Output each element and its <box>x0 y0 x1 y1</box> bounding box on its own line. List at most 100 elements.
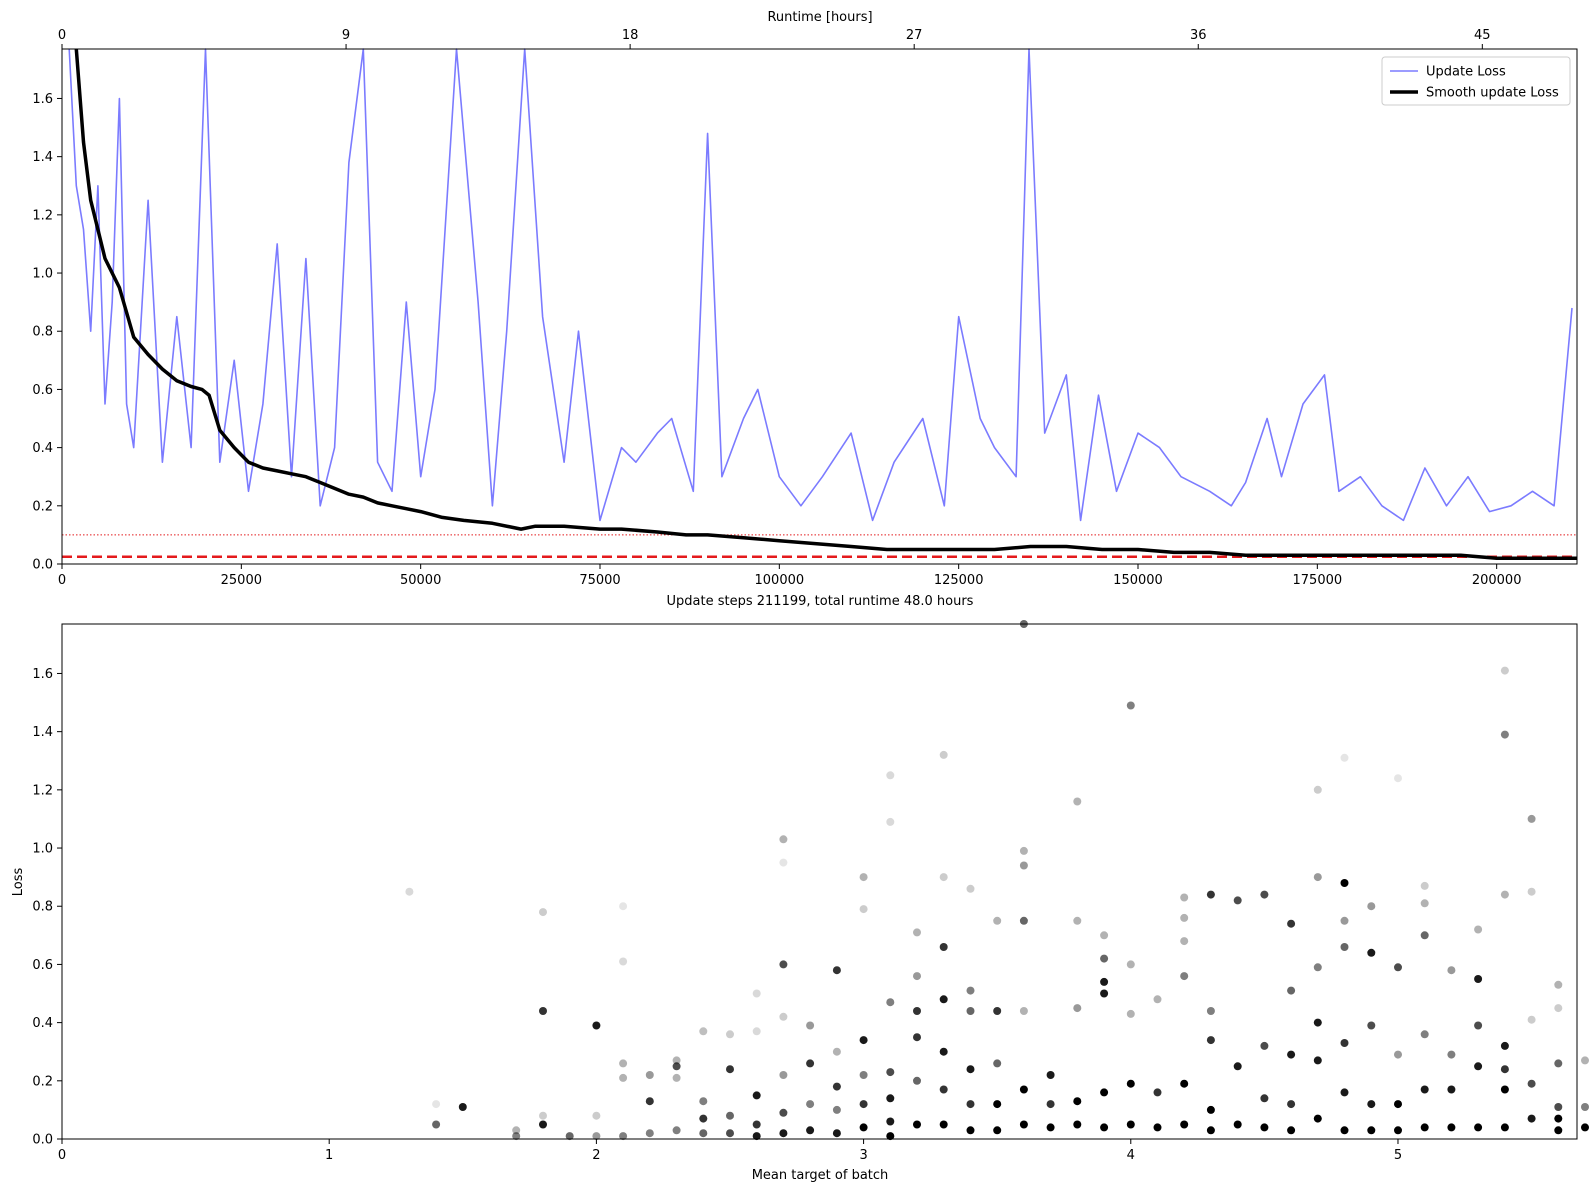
scatter-point <box>1527 1079 1536 1088</box>
scatter-point <box>752 1091 761 1100</box>
scatter-point <box>886 998 895 1007</box>
scatter-point <box>752 1120 761 1129</box>
legend-label: Smooth update Loss <box>1426 86 1559 101</box>
scatter-point <box>1260 890 1269 899</box>
scatter-point <box>539 1007 547 1015</box>
scatter-point <box>1474 1123 1483 1132</box>
scatter-point <box>913 1033 921 1042</box>
scatter-point <box>1313 873 1322 882</box>
x-tick-label: 4 <box>1127 1148 1135 1163</box>
scatter-point <box>993 1059 1002 1068</box>
scatter-point <box>1340 879 1349 887</box>
scatter-point <box>1233 1120 1242 1129</box>
x-tick-label: 100000 <box>755 573 805 588</box>
scatter-point <box>806 1021 815 1030</box>
scatter-point <box>699 1129 708 1138</box>
scatter-point <box>1313 785 1322 794</box>
top-axis-label: Runtime [hours] <box>767 10 872 25</box>
scatter-point <box>619 957 628 966</box>
scatter-point <box>1340 1126 1349 1135</box>
scatter-point <box>726 1129 734 1138</box>
scatter-point <box>1474 1021 1483 1030</box>
scatter-point <box>1527 1015 1536 1024</box>
y-tick-label: 0.6 <box>32 383 53 398</box>
scatter-point <box>939 1047 948 1056</box>
scatter-point <box>1260 1041 1269 1050</box>
scatter-point <box>1153 1088 1162 1097</box>
scatter-point <box>592 1132 601 1141</box>
scatter-point <box>619 1059 628 1068</box>
scatter-point <box>1367 948 1376 957</box>
y-tick-label: 0.0 <box>32 558 53 573</box>
x-tick-label: 150000 <box>1113 573 1163 588</box>
scatter-plot-area <box>405 620 1589 1141</box>
scatter-point <box>726 1111 734 1120</box>
scatter-point <box>699 1097 708 1106</box>
scatter-point <box>1420 931 1429 940</box>
y-tick-label: 1.0 <box>32 842 53 857</box>
x-tick-label: 0 <box>58 573 66 588</box>
scatter-point <box>1126 960 1135 969</box>
scatter-point <box>619 1073 628 1082</box>
series-line-smooth-loss <box>74 48 1577 560</box>
top-x-tick-label: 0 <box>58 28 66 43</box>
x-tick-label: 2 <box>592 1148 600 1163</box>
scatter-point <box>779 1108 788 1117</box>
scatter-point <box>1126 701 1135 710</box>
scatter-point <box>1367 902 1376 911</box>
scatter-point <box>726 1030 734 1039</box>
x-tick-label: 175000 <box>1293 573 1343 588</box>
bottom-panel: 0 1 2 3 4 5 0.0 0.2 0.4 0.6 0.8 1.0 1.2 1.4 1.6 Mean t… <box>11 620 1589 1183</box>
scatter-point <box>1447 966 1456 975</box>
scatter-point <box>592 1111 601 1120</box>
y-tick-label: 0.4 <box>32 441 53 456</box>
scatter-point <box>779 1071 788 1079</box>
scatter-point <box>1287 986 1296 995</box>
scatter-point <box>405 887 414 896</box>
y-tick-label: 1.6 <box>32 92 53 107</box>
y-tick-label: 0.8 <box>32 900 53 915</box>
y-tick-label: 1.2 <box>32 783 53 798</box>
y-tick-label: 0.8 <box>32 325 53 340</box>
scatter-point <box>779 835 788 844</box>
scatter-point <box>1340 1039 1349 1047</box>
scatter-point <box>1100 954 1109 963</box>
scatter-point <box>966 986 975 995</box>
scatter-point <box>939 995 948 1004</box>
scatter-point <box>832 1129 841 1138</box>
scatter-point <box>1100 989 1109 998</box>
scatter-point <box>699 1027 708 1036</box>
scatter-point <box>832 966 841 975</box>
scatter-point <box>1100 977 1109 986</box>
scatter-point <box>886 1117 895 1126</box>
scatter-point <box>1340 916 1349 925</box>
scatter-point <box>539 1111 547 1120</box>
scatter-point <box>1340 943 1349 951</box>
y-tick-label: 1.4 <box>32 725 53 740</box>
y-tick-label: 1.6 <box>32 667 53 682</box>
scatter-point <box>1313 1114 1322 1123</box>
y-tick-label: 0.2 <box>32 1074 53 1089</box>
scatter-point <box>1019 1085 1028 1094</box>
scatter-point <box>1180 937 1189 946</box>
scatter-point <box>886 1094 895 1103</box>
scatter-point <box>1126 1079 1135 1088</box>
x-tick-label: 5 <box>1394 1148 1402 1163</box>
scatter-point <box>966 1065 975 1074</box>
scatter-point <box>859 905 868 914</box>
y-tick-label: 0.2 <box>32 499 53 514</box>
scatter-point <box>1206 1036 1215 1045</box>
scatter-point <box>939 1120 948 1129</box>
scatter-point <box>1073 797 1082 806</box>
x-tick-label: 50000 <box>400 573 441 588</box>
legend-label: Update Loss <box>1426 65 1506 80</box>
scatter-point <box>1394 1050 1402 1059</box>
scatter-point <box>1420 881 1429 890</box>
scatter-point <box>1206 890 1215 899</box>
scatter-point <box>939 750 948 759</box>
scatter-point <box>1554 1059 1563 1068</box>
scatter-point <box>779 1012 788 1021</box>
scatter-point <box>1394 1126 1402 1135</box>
y-tick-label: 1.4 <box>32 150 53 165</box>
top-axes: 0 25000 50000 75000 100000 125000 150000 175000… <box>32 28 1521 588</box>
